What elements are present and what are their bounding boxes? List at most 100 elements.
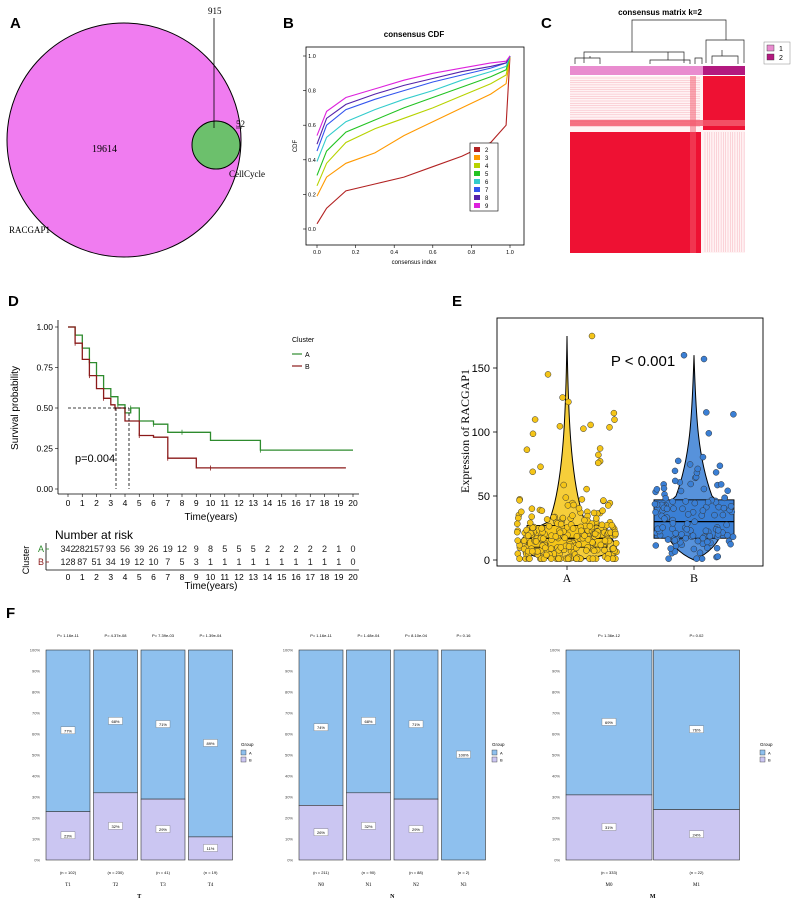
stacked-category-label: T2	[113, 883, 119, 888]
cdf-xtick-label: 0.6	[429, 250, 437, 256]
venn-right-label: CellCycle	[229, 169, 265, 179]
cdf-line-k7	[316, 55, 511, 152]
panel-b-letter: B	[283, 15, 294, 32]
jitter-point-b	[663, 505, 671, 513]
risk-xtick-label: 4	[123, 572, 128, 582]
risk-xtick-label: 9	[194, 572, 199, 582]
stacked-n-label: (n = 22)	[690, 870, 705, 875]
jitter-point-b	[672, 530, 679, 537]
cdf-axes: 0.0 0.2 0.4 0.6 0.8 1.0 0.0 0.2 0.4 0.6 0.8 1.0	[303, 54, 514, 256]
jitter-point-a	[520, 537, 528, 544]
stacked-value-a: 68%	[364, 719, 372, 724]
risk-xtick-label: 0	[66, 572, 71, 582]
stacked-legend-label-a: A	[249, 751, 252, 756]
jitter-point-a	[583, 547, 590, 554]
stacked-ytick-label: 40%	[285, 774, 293, 779]
stacked-legend-title: Group	[760, 742, 773, 747]
risk-cell-b: 1	[265, 557, 270, 567]
km-xtick-label: 8	[180, 498, 185, 508]
jitter-point-b	[704, 498, 712, 506]
cluster-2-bar	[703, 66, 745, 75]
stacked-value-box	[60, 831, 76, 839]
stacked-n-label: (n = 90)	[362, 870, 377, 875]
jitter-point-b	[669, 498, 676, 505]
risk-xtick-label: 11	[220, 572, 229, 582]
matrix-legend-label-2: 2	[779, 55, 783, 62]
km-curve-a	[68, 326, 353, 451]
risk-xtick-label: 2	[94, 572, 99, 582]
km-xtick-label: 4	[123, 498, 128, 508]
jitter-point-a	[575, 541, 582, 548]
stacked-legend-swatch-b	[759, 756, 766, 763]
jitter-point-a	[612, 540, 620, 547]
risk-cell-a: 93	[106, 544, 116, 554]
stacked-ytick-label: 50%	[552, 753, 560, 758]
jitter-point-b	[712, 469, 720, 476]
stacked-value-b: 29%	[159, 827, 167, 832]
jitter-point-b	[684, 511, 692, 518]
jitter-point-a	[514, 520, 521, 528]
panel-a: A 915 52 19614 CellCycle RACGAP1	[6, 6, 265, 258]
jitter-point-a	[595, 451, 602, 459]
stacked-value-box	[456, 750, 471, 759]
jitter-point-b	[724, 487, 731, 495]
panel-f: F 0% 10% 20% 30% 40% 50% 60% 70% 80% 90% 100% 77% 23…	[6, 605, 773, 900]
jitter-point-b	[664, 536, 672, 543]
jitter-point-a	[528, 505, 536, 512]
violin-frame	[496, 317, 764, 567]
jitter-point-b	[683, 525, 691, 533]
stacked-value-a: 71%	[412, 722, 420, 727]
stacked-pvalue: P= 4.37e-08	[105, 633, 128, 638]
venn-overlap-count: 915	[208, 6, 222, 16]
violin-ytick-label: 150	[472, 363, 490, 375]
stacked-ytick-label: 0%	[287, 858, 293, 863]
jitter-point-b	[727, 503, 735, 510]
matrix-legend-label-1: 1	[779, 46, 783, 53]
jitter-point-b	[682, 498, 689, 505]
jitter-point-a	[532, 538, 540, 545]
stacked-value-box	[313, 723, 329, 731]
stacked-legend-label-b: B	[768, 758, 771, 763]
risk-cell-b: 1	[279, 557, 284, 567]
jitter-point-b	[689, 532, 697, 539]
stacked-n-label: (n = 88)	[409, 870, 424, 875]
km-xtick-label: 10	[206, 498, 216, 508]
matrix-texture	[570, 77, 745, 252]
jitter-point-a	[514, 537, 521, 544]
stacked-value-a: 89%	[206, 741, 214, 746]
jitter-point-b	[679, 505, 686, 513]
risk-cell-a: 5	[222, 544, 227, 554]
stacked-n-label: (n = 230)	[107, 870, 124, 875]
cdf-title: consensus CDF	[384, 30, 445, 39]
jitter-point-b	[683, 520, 691, 527]
jitter-point-b	[714, 527, 722, 534]
stacked-n-label: (n = 211)	[313, 870, 329, 875]
stacked-pvalue: P= 0.16	[457, 633, 472, 638]
risk-xtick-label: 10	[206, 572, 216, 582]
jitter-point-a	[537, 463, 544, 471]
stacked-ytick-label: 80%	[285, 690, 293, 695]
jitter-point-b	[671, 537, 679, 544]
jitter-point-b	[653, 486, 661, 493]
risk-cell-b: 12	[134, 557, 144, 567]
risk-xtick-label: 3	[108, 572, 113, 582]
km-xtick-label: 11	[220, 498, 229, 508]
stacked-ytick-label: 10%	[552, 837, 560, 842]
risk-xtick-label: 1	[80, 572, 85, 582]
risk-xtick-label: 16	[291, 572, 301, 582]
consensus-matrix-title: consensus matrix k=2	[618, 8, 702, 17]
jitter-point-a	[604, 555, 611, 562]
jitter-point-a	[550, 514, 557, 521]
violin-ylabel: Expression of RACGAP1	[458, 369, 472, 493]
jitter-point-a	[555, 555, 562, 562]
jitter-point-a	[575, 505, 583, 512]
risk-cell-b: 34	[106, 557, 116, 567]
jitter-point-a	[557, 520, 565, 528]
risk-cell-b: 1	[293, 557, 298, 567]
km-ytick-label: 0.50	[36, 403, 53, 413]
cdf-legend-swatch-7	[474, 187, 480, 192]
stacked-value-box	[60, 726, 76, 734]
km-ytick-label: 0.75	[36, 363, 53, 373]
jitter-point-a	[580, 425, 587, 432]
